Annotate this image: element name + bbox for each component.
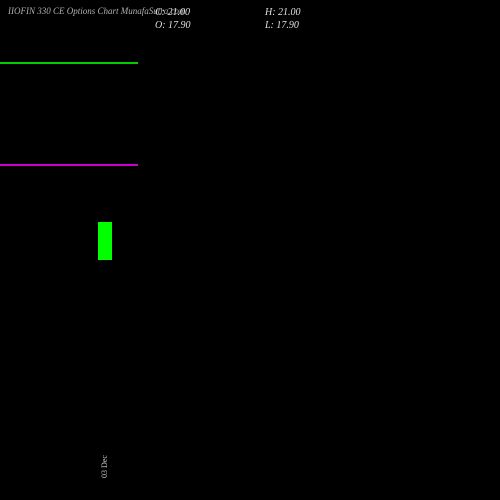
high-value: H: 21.00 [265, 6, 301, 19]
low-value: L: 17.90 [265, 19, 301, 32]
xaxis-tick-label: 03 Dec [100, 455, 109, 478]
candle-body [98, 222, 112, 260]
ohlc-column-2: H: 21.00 L: 17.90 [265, 6, 301, 32]
ohlc-column-1: C: 21.00 O: 17.90 [155, 6, 191, 32]
close-value: C: 21.00 [155, 6, 191, 19]
indicator-line-1 [0, 62, 138, 64]
open-value: O: 17.90 [155, 19, 191, 32]
indicator-line-2 [0, 164, 138, 166]
